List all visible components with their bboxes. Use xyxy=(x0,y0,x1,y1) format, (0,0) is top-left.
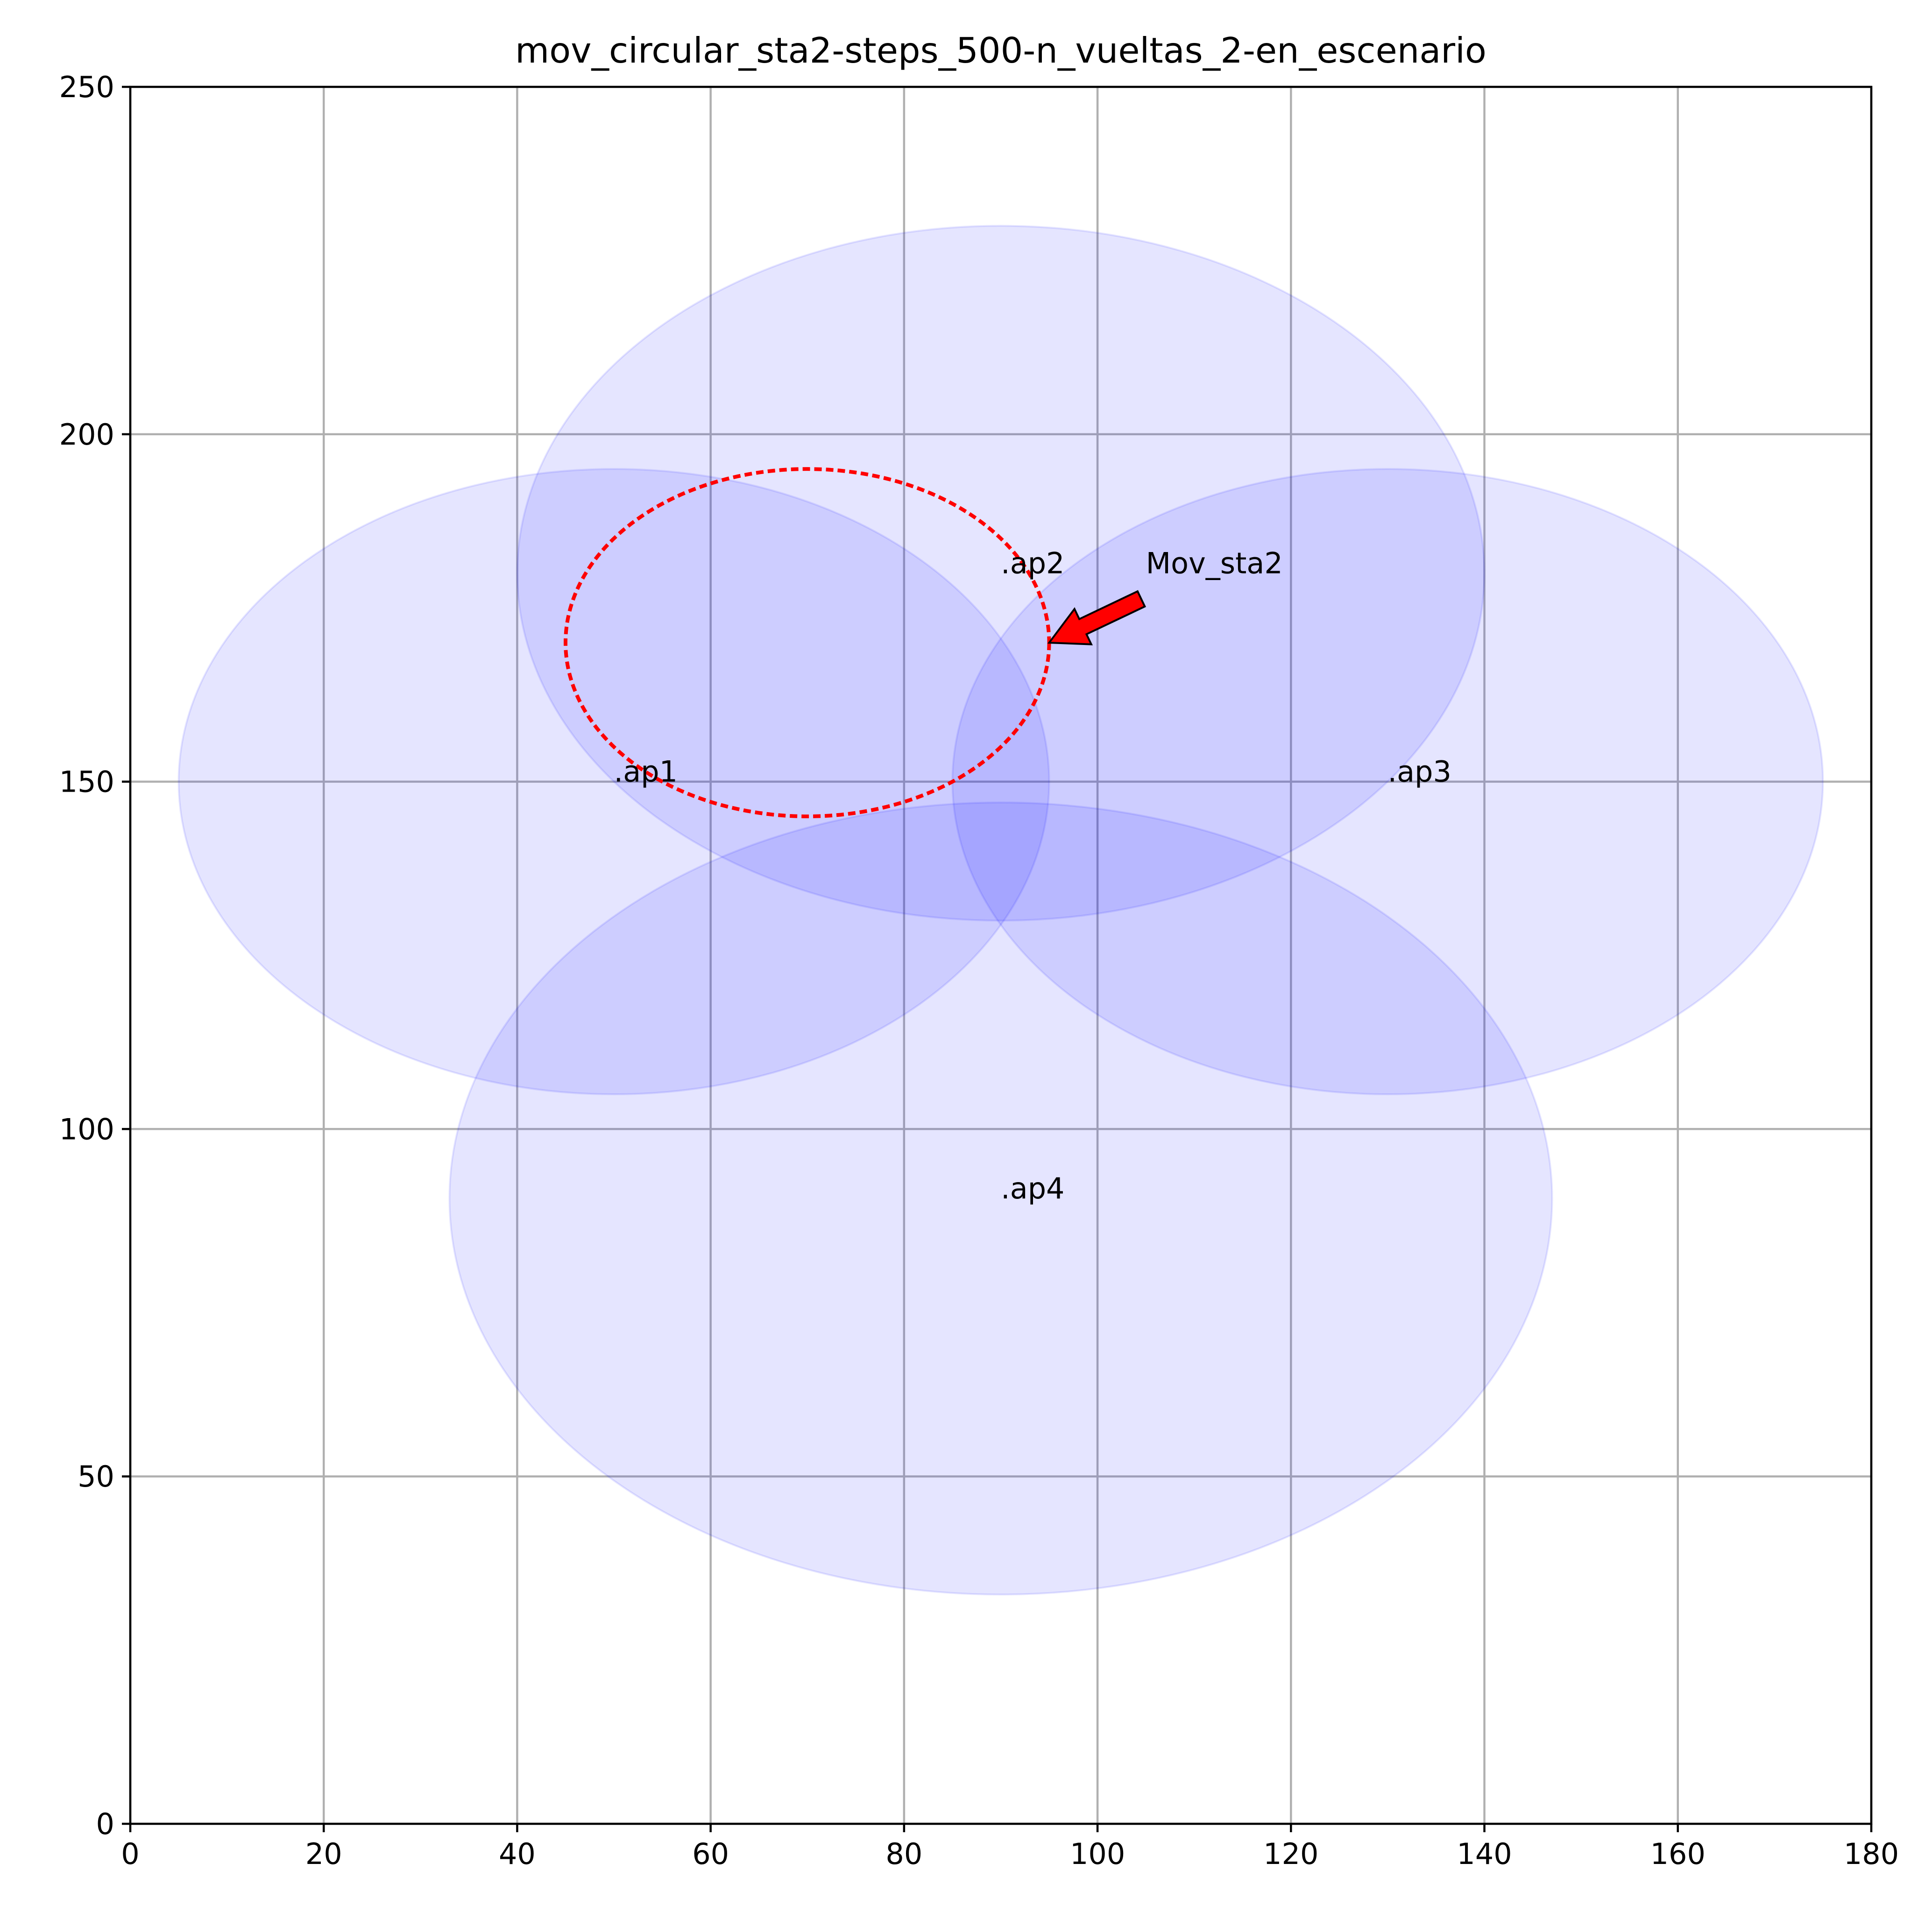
ap-labels: .ap1 .ap2 .ap3 .ap4 xyxy=(614,546,1451,1205)
x-tick-label: 160 xyxy=(1650,1837,1706,1871)
ap-label: .ap4 xyxy=(1001,1171,1065,1205)
plot-frame xyxy=(129,85,1873,1825)
ap-label: .ap1 xyxy=(614,755,678,789)
ap-label: .ap2 xyxy=(1001,546,1065,580)
y-tick-label: 100 xyxy=(59,1112,114,1146)
x-tick-label: 40 xyxy=(499,1837,536,1871)
annotation: Mov_sta2 xyxy=(1047,546,1283,645)
x-tick-label: 140 xyxy=(1457,1837,1512,1871)
x-tick-label: 180 xyxy=(1844,1837,1899,1871)
x-tick-label: 60 xyxy=(692,1837,729,1871)
annotation-label: Mov_sta2 xyxy=(1146,546,1283,580)
coverage-areas xyxy=(177,225,1824,1596)
annotation-arrow xyxy=(1047,590,1146,645)
x-tick-label: 80 xyxy=(885,1837,922,1871)
y-tick-label: 50 xyxy=(78,1460,114,1494)
ap-label: .ap3 xyxy=(1387,755,1451,789)
x-tick-label: 120 xyxy=(1263,1837,1318,1871)
coverage-area xyxy=(448,801,1553,1596)
coverage-area xyxy=(516,225,1486,922)
y-tick-label: 0 xyxy=(96,1807,114,1841)
y-tick-label: 150 xyxy=(59,765,114,799)
x-tick-label: 0 xyxy=(121,1837,139,1871)
coverage-area xyxy=(177,468,1050,1096)
axis-ticks: 0 20 40 60 80 100 120 140 160 180 0 50 100 150 200 250 xyxy=(59,70,1899,1871)
x-tick-label: 20 xyxy=(305,1837,342,1871)
chart-title: mov_circular_sta2-steps_500-n_vueltas_2-… xyxy=(515,30,1486,71)
y-tick-label: 250 xyxy=(59,70,114,104)
x-tick-label: 100 xyxy=(1070,1837,1125,1871)
y-tick-label: 200 xyxy=(59,418,114,452)
